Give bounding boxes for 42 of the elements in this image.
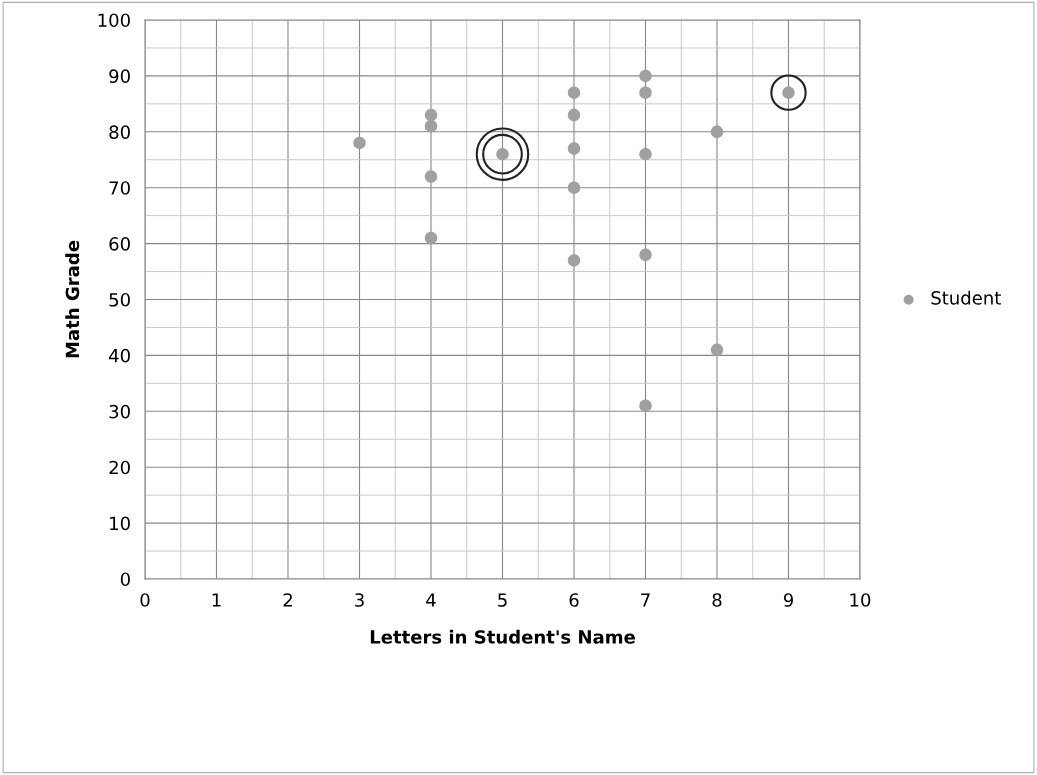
x-tick-label: 0 — [140, 593, 150, 607]
x-tick-label: 8 — [712, 593, 722, 607]
point — [639, 86, 652, 99]
point — [567, 181, 581, 194]
x-tick-label: 7 — [641, 593, 650, 607]
point — [639, 399, 652, 412]
y-tick-label: 100 — [98, 13, 130, 28]
x-tick-label: 5 — [498, 593, 507, 607]
y-tick-label: 40 — [109, 348, 130, 363]
point — [710, 343, 724, 357]
x-tick-label: 1 — [212, 593, 221, 607]
point — [567, 254, 581, 267]
point — [424, 170, 438, 183]
x-tick-label: 9 — [783, 593, 793, 607]
x-tick-label: 10 — [850, 593, 871, 607]
legend-label: Student — [931, 290, 1001, 305]
point — [710, 125, 724, 139]
x-axis-title: Letters in Student's Name — [370, 629, 635, 644]
point — [567, 142, 581, 155]
point — [639, 147, 652, 161]
point — [424, 231, 438, 245]
point — [567, 86, 581, 99]
point — [639, 248, 652, 261]
point — [424, 108, 438, 122]
y-tick-label: 10 — [110, 516, 130, 531]
y-axis-title: Math Grade — [65, 240, 80, 358]
y-tick-label: 70 — [109, 181, 130, 195]
y-tick-label: 50 — [109, 292, 130, 307]
y-tick-label: 0 — [120, 572, 130, 587]
y-tick-label: 30 — [109, 404, 130, 419]
x-tick-label: 6 — [569, 593, 579, 607]
y-tick-label: 60 — [109, 237, 130, 251]
point — [424, 120, 438, 133]
point — [353, 136, 366, 150]
point — [567, 108, 581, 122]
y-tick-label: 20 — [109, 460, 130, 475]
x-tick-label: 3 — [355, 593, 364, 607]
x-tick-label: 2 — [283, 593, 292, 607]
point — [639, 69, 652, 83]
x-tick-label: 4 — [426, 593, 436, 607]
y-tick-label: 80 — [109, 125, 130, 139]
y-tick-label: 90 — [109, 69, 130, 84]
